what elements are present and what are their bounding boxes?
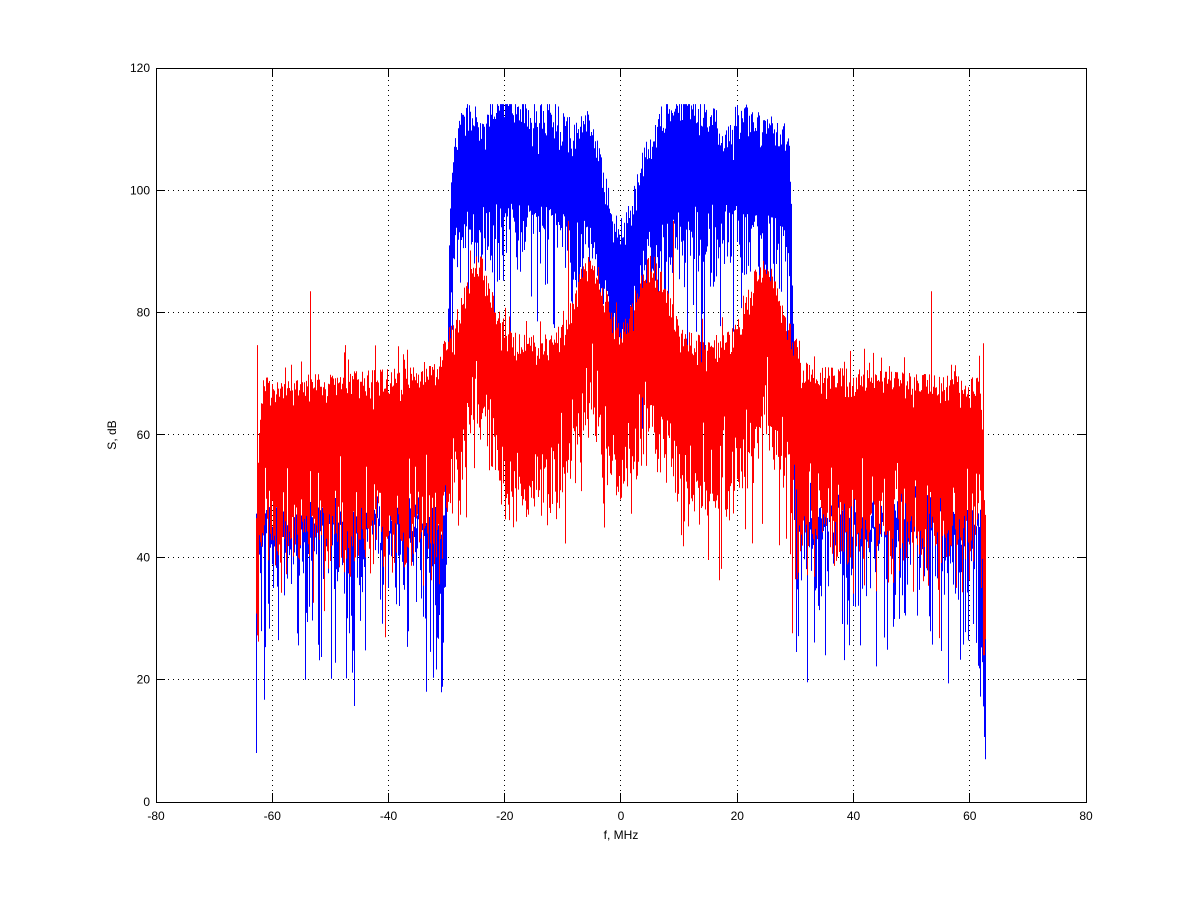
svg-text:0: 0 [143, 795, 150, 809]
svg-text:80: 80 [1079, 809, 1093, 823]
svg-text:40: 40 [847, 809, 861, 823]
svg-text:20: 20 [137, 673, 151, 687]
svg-text:0: 0 [618, 809, 625, 823]
svg-text:120: 120 [130, 61, 150, 75]
svg-text:80: 80 [137, 306, 151, 320]
svg-text:-40: -40 [380, 809, 398, 823]
svg-text:60: 60 [963, 809, 977, 823]
svg-text:-60: -60 [264, 809, 282, 823]
svg-text:f, MHz: f, MHz [604, 828, 639, 842]
svg-text:-20: -20 [496, 809, 514, 823]
svg-text:100: 100 [130, 183, 150, 197]
svg-text:S, dB: S, dB [105, 420, 119, 449]
svg-text:20: 20 [731, 809, 745, 823]
svg-text:40: 40 [137, 550, 151, 564]
svg-text:60: 60 [137, 428, 151, 442]
svg-text:-80: -80 [147, 809, 165, 823]
